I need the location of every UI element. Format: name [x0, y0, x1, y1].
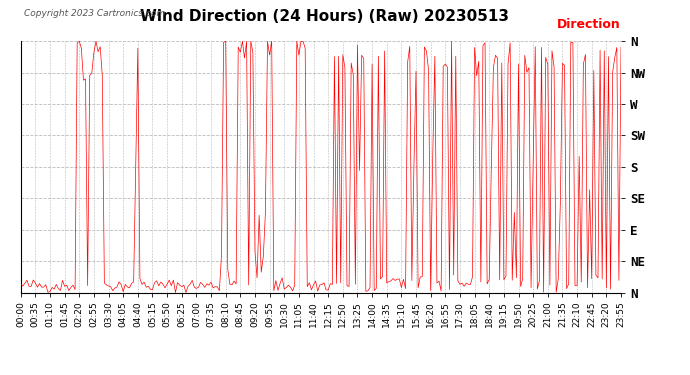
Text: Direction: Direction [558, 18, 621, 31]
Text: Wind Direction (24 Hours) (Raw) 20230513: Wind Direction (24 Hours) (Raw) 20230513 [140, 9, 509, 24]
Text: Copyright 2023 Cartronics.com: Copyright 2023 Cartronics.com [24, 9, 166, 18]
